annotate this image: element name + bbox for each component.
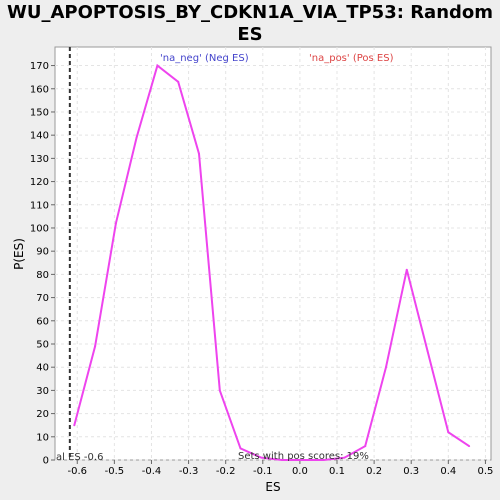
x-tick-label: 0.0 xyxy=(292,466,308,477)
series-points xyxy=(73,64,471,461)
y-tick-label: 120 xyxy=(30,177,49,188)
y-tick-label: 70 xyxy=(36,293,49,304)
x-tick-label: 0.5 xyxy=(477,466,493,477)
x-tick-label: -0.2 xyxy=(216,466,236,477)
y-tick-label: 100 xyxy=(30,223,49,234)
series-point xyxy=(281,459,284,461)
pos-score-annotation: Sets with pos scores: 19% xyxy=(238,451,369,462)
actual-es-label: al ES -0.6 xyxy=(56,452,103,463)
series-point xyxy=(135,136,138,139)
y-tick-label: 10 xyxy=(36,432,49,443)
x-axis-ticks: -0.6 -0.5 -0.4 -0.3 -0.2 -0.1 0.0 0.1 0.2 0.3 0.4 0… xyxy=(68,460,493,477)
series-point xyxy=(239,447,242,450)
series-point xyxy=(322,459,325,461)
series-point xyxy=(447,431,450,434)
y-tick-label: 110 xyxy=(30,200,49,211)
y-tick-label: 140 xyxy=(30,131,49,142)
x-tick-label: 0.3 xyxy=(403,466,419,477)
x-tick-label: -0.3 xyxy=(179,466,199,477)
x-tick-label: -0.1 xyxy=(253,466,273,477)
grid-lines xyxy=(55,47,491,461)
x-tick-label: -0.4 xyxy=(142,466,162,477)
series-line xyxy=(73,63,470,461)
series-point xyxy=(114,222,117,225)
x-tick-label: 0.4 xyxy=(440,466,456,477)
series-point xyxy=(343,456,346,459)
series-point xyxy=(156,64,159,67)
series-point xyxy=(177,80,180,83)
y-tick-label: 130 xyxy=(30,154,49,165)
x-axis-label: ES xyxy=(265,480,280,494)
x-tick-label: -0.5 xyxy=(105,466,125,477)
series-point xyxy=(405,268,408,271)
series-point xyxy=(468,445,471,448)
series-point xyxy=(218,389,221,392)
series-point xyxy=(364,445,367,448)
series-point xyxy=(384,366,387,369)
y-tick-label: 160 xyxy=(30,84,49,95)
y-axis-ticks: 0 10 20 30 40 50 60 70 80 90 100 110 120 130 140 150 160… xyxy=(30,61,55,467)
y-tick-label: 40 xyxy=(36,363,49,374)
series-point xyxy=(73,424,76,427)
plot-area xyxy=(54,46,492,461)
series-point xyxy=(197,152,200,155)
legend-pos-label: 'na_pos' (Pos ES) xyxy=(309,53,394,64)
series-point xyxy=(260,456,263,459)
series-point xyxy=(94,345,97,348)
y-tick-label: 80 xyxy=(36,270,49,281)
y-tick-label: 30 xyxy=(36,386,49,397)
y-tick-label: 0 xyxy=(43,456,49,467)
y-tick-label: 170 xyxy=(30,61,49,72)
y-axis-label: P(ES) xyxy=(12,238,26,270)
y-tick-label: 50 xyxy=(36,339,49,350)
y-tick-label: 20 xyxy=(36,409,49,420)
series-point xyxy=(301,459,304,461)
x-tick-label: 0.2 xyxy=(366,466,382,477)
y-tick-label: 60 xyxy=(36,316,49,327)
x-tick-label: 0.1 xyxy=(329,466,345,477)
chart-title-line1: WU_APOPTOSIS_BY_CDKN1A_VIA_TP53: Random … xyxy=(6,2,494,45)
legend-neg-label: 'na_neg' (Neg ES) xyxy=(160,53,249,64)
series-point xyxy=(426,349,429,352)
y-tick-label: 90 xyxy=(36,247,49,258)
y-tick-label: 150 xyxy=(30,107,49,118)
x-tick-label: -0.6 xyxy=(68,466,88,477)
